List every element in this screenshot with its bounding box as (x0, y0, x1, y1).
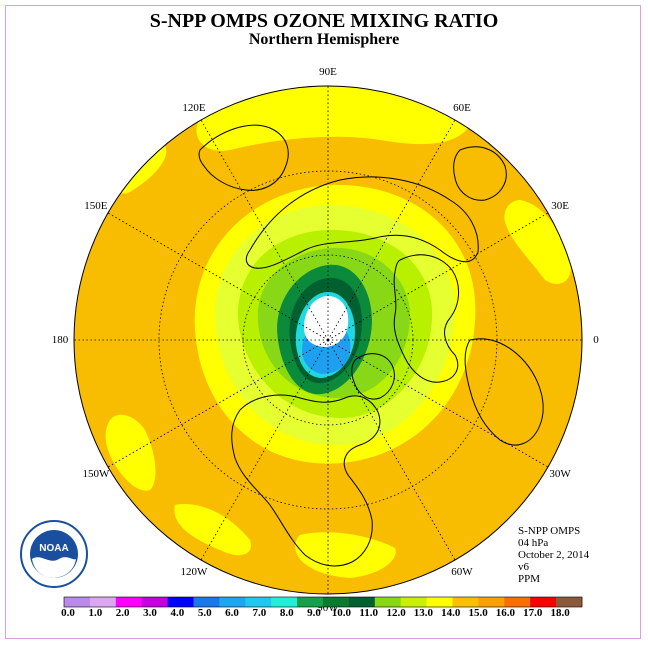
ozone-contour-yellow-left (105, 414, 156, 491)
colorbar-label-3: 3.0 (143, 607, 157, 619)
colorbar-label-6: 6.0 (225, 607, 239, 619)
greenland-outline (351, 353, 395, 400)
colorbar-label-13: 13.0 (413, 607, 434, 619)
longitude-label-8: 150W (82, 468, 110, 480)
colorbar-label-12: 12.0 (386, 607, 406, 619)
colorbar-label-10: 10.0 (331, 607, 351, 619)
map-subtitle: Northern Hemisphere (248, 31, 400, 48)
page-frame (5, 5, 641, 639)
colorbar-label-17: 17.0 (523, 607, 543, 619)
east-asia-outline (198, 124, 289, 191)
longitude-label-9: 180 (51, 334, 69, 346)
longitude-label-5: 60W (451, 566, 473, 579)
europe-outline (393, 254, 459, 383)
longitude-label-7: 120W (180, 566, 208, 579)
longitude-label-11: 120E (182, 101, 206, 114)
colorbar-label-9: 9.0 (307, 607, 321, 619)
ozone-contour-yellow-bottomleft (174, 504, 251, 556)
north-america-outline (231, 394, 381, 567)
colorbar-label-7: 7.0 (252, 607, 267, 619)
colorbar-label-8: 8.0 (279, 607, 294, 619)
ozone-contour-yellow-right (504, 200, 571, 284)
colorbar-label-1: 1.0 (88, 607, 103, 619)
info-block: S-NPP OMPS 04 hPa October 2, 2014 v6 PPM (518, 525, 589, 585)
asia-outline (245, 176, 479, 269)
info-date: October 2, 2014 (518, 549, 590, 561)
info-units: PPM (518, 573, 541, 585)
info-instrument: S-NPP OMPS (518, 525, 581, 537)
south-asia-outline (453, 146, 507, 201)
africa-outline (464, 338, 544, 446)
colorbar-label-5: 5.0 (197, 607, 212, 619)
colorbar-label-16: 16.0 (495, 607, 516, 619)
longitude-label-2: 30E (551, 200, 569, 212)
colorbar-label-18: 18.0 (550, 607, 570, 619)
ozone-contour-white-core (304, 296, 349, 347)
longitude-label-1: 60E (453, 101, 471, 114)
colorbar-label-0: 0.0 (61, 607, 75, 619)
longitude-label-3: 0 (593, 334, 599, 346)
colorbar-label-4: 4.0 (170, 607, 185, 619)
colorbar-label-15: 15.0 (468, 607, 488, 619)
map-boundary-circle (73, 85, 583, 595)
colorbar-label-14: 14.0 (441, 607, 461, 619)
info-version: v6 (518, 561, 529, 573)
colorbar-label-11: 11.0 (359, 607, 379, 619)
ozone-contour-yellow-bottom (295, 532, 396, 578)
longitude-label-4: 30W (549, 468, 571, 480)
noaa-logo: NOAA (20, 520, 88, 588)
colorbar-label-2: 2.0 (115, 607, 130, 619)
info-level: 04 hPa (518, 537, 549, 549)
longitude-label-10: 150E (84, 200, 108, 212)
map-title: S-NPP OMPS OZONE MIXING RATIO (149, 10, 499, 32)
noaa-logo-text: NOAA (39, 543, 68, 554)
longitude-label-0: 90E (319, 66, 337, 78)
continent-outlines (198, 124, 544, 567)
